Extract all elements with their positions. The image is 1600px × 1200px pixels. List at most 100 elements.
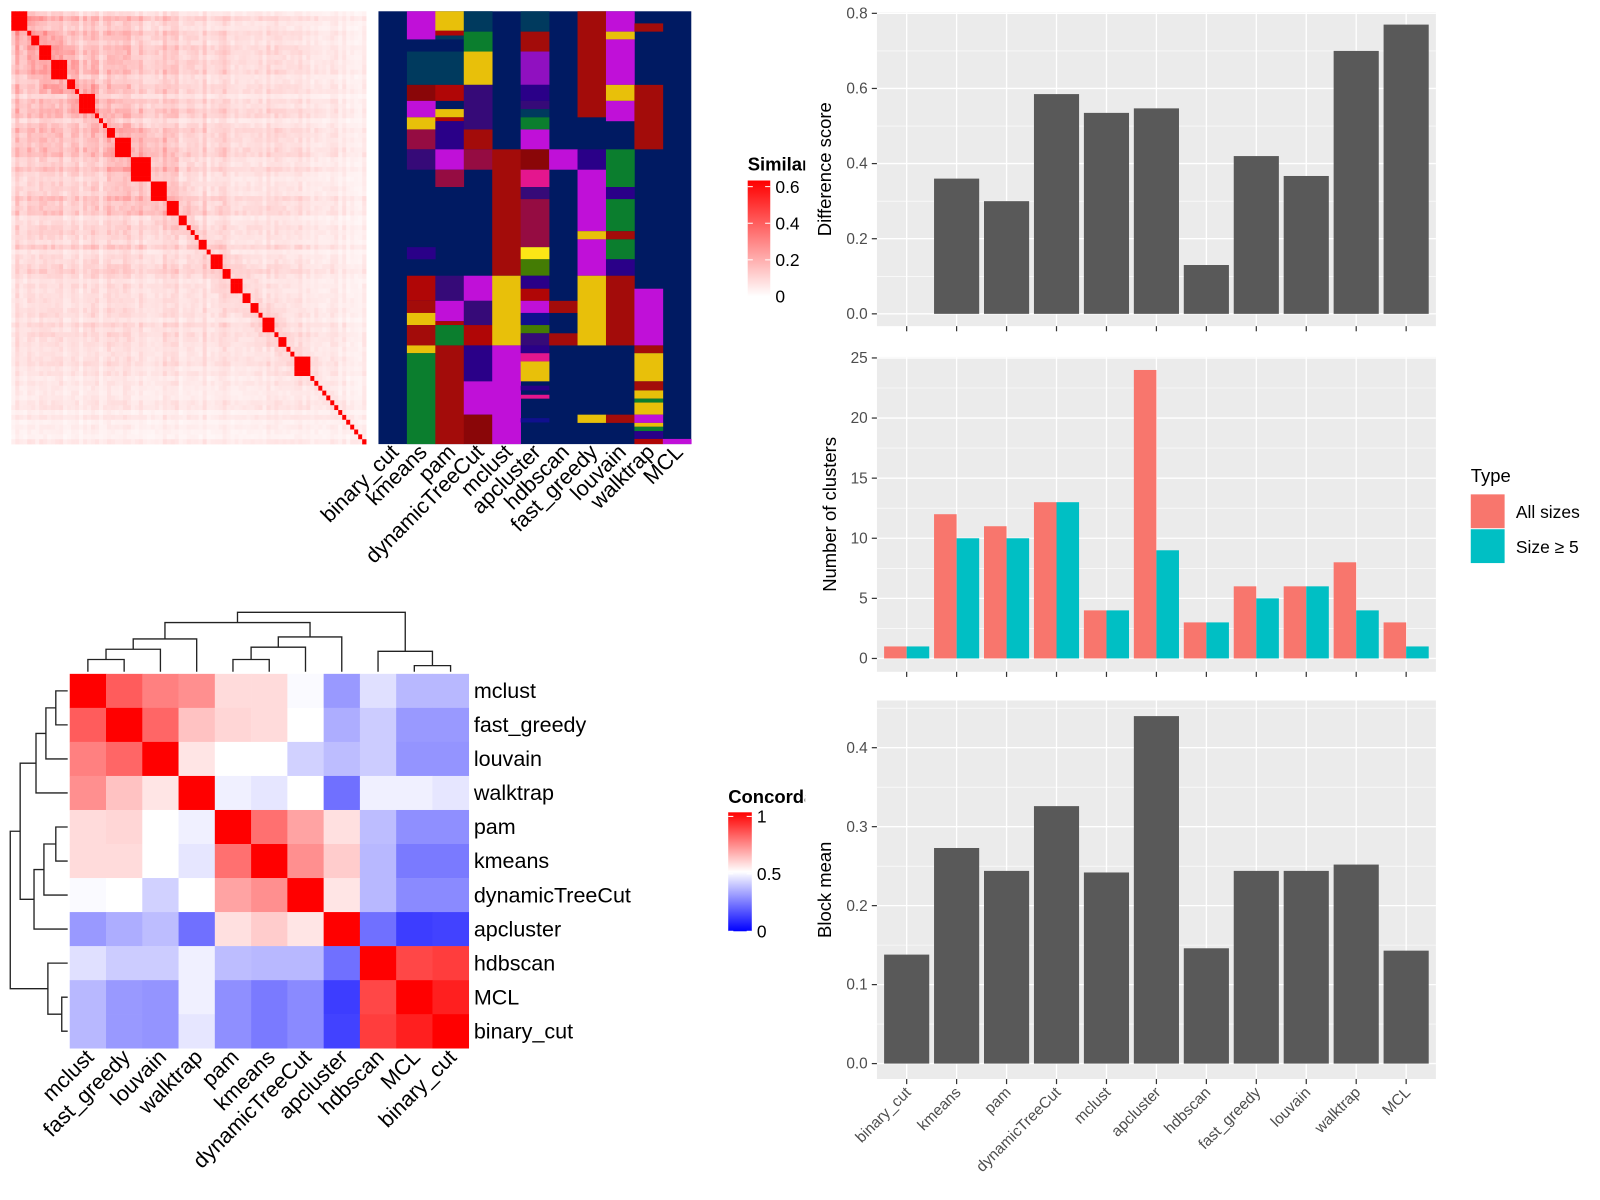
similarity-cell <box>278 108 283 114</box>
similarity-cell <box>334 79 339 85</box>
similarity-cell <box>166 45 172 51</box>
similarity-cell <box>19 259 24 265</box>
similarity-cell <box>258 259 263 265</box>
similarity-cell <box>67 142 72 148</box>
similarity-cell <box>67 273 72 280</box>
similarity-cell <box>350 128 355 134</box>
similarity-cell <box>234 16 239 22</box>
similarity-cell <box>63 89 68 95</box>
similarity-cell <box>122 108 128 114</box>
similarity-cell <box>254 79 259 85</box>
similarity-cell <box>362 157 367 163</box>
similarity-cell <box>55 59 60 66</box>
similarity-cell <box>286 84 291 90</box>
similarity-cell <box>290 137 295 143</box>
similarity-cell <box>102 200 108 207</box>
similarity-cell <box>334 113 339 119</box>
similarity-cell <box>83 84 88 90</box>
similarity-cell <box>214 181 219 187</box>
similarity-cell <box>110 269 116 275</box>
similarity-cell <box>318 25 323 32</box>
similarity-cell <box>182 234 188 241</box>
similarity-cell <box>286 176 291 182</box>
similarity-cell <box>254 64 259 70</box>
similarity-cell <box>166 254 172 260</box>
similarity-cell <box>27 157 32 163</box>
similarity-cell <box>210 162 215 168</box>
similarity-cell <box>290 249 295 255</box>
similarity-cell <box>150 249 156 255</box>
similarity-cell <box>15 239 20 246</box>
similarity-cell <box>130 152 136 158</box>
similarity-cell <box>75 147 80 153</box>
similarity-cell <box>358 93 363 100</box>
similarity-cell <box>134 30 140 36</box>
similarity-cell <box>326 132 331 139</box>
similarity-cell <box>198 166 203 173</box>
similarity-cell <box>290 278 295 284</box>
similarity-cell <box>47 128 52 134</box>
similarity-cell <box>87 108 92 114</box>
similarity-cell <box>234 103 239 109</box>
similarity-cell <box>238 69 243 75</box>
similarity-cell <box>230 210 235 216</box>
similarity-cell <box>95 162 100 168</box>
similarity-cell <box>206 259 211 265</box>
similarity-cell <box>334 103 339 109</box>
similarity-cell <box>99 137 104 143</box>
similarity-cell <box>274 45 279 51</box>
similarity-cell <box>258 128 263 134</box>
similarity-cell <box>302 269 307 275</box>
similarity-cell <box>55 269 60 275</box>
similarity-cell <box>83 162 88 168</box>
similarity-cell <box>350 50 355 56</box>
similarity-cell <box>274 21 279 27</box>
similarity-cell <box>102 273 108 280</box>
similarity-cell <box>47 196 52 202</box>
similarity-cell <box>71 225 76 231</box>
similarity-cell <box>118 166 124 173</box>
similarity-cell <box>87 176 92 182</box>
similarity-cell <box>79 200 84 207</box>
similarity-cell <box>278 79 283 85</box>
similarity-cell <box>214 220 219 226</box>
similarity-cell <box>91 171 96 177</box>
similarity-cell <box>270 264 275 270</box>
similarity-cell <box>162 50 168 56</box>
similarity-cell <box>202 40 207 46</box>
similarity-cell <box>190 113 196 119</box>
similarity-cell <box>334 35 339 41</box>
similarity-cell <box>75 259 80 265</box>
similarity-cell <box>170 191 176 197</box>
similarity-cell <box>314 191 319 197</box>
similarity-cell <box>222 254 227 260</box>
similarity-cell <box>166 269 172 275</box>
similarity-cell <box>106 142 112 148</box>
similarity-cell <box>242 215 247 221</box>
similarity-cell <box>230 113 235 119</box>
similarity-cell <box>298 157 303 163</box>
similarity-cell <box>83 11 88 17</box>
similarity-cell <box>75 244 80 250</box>
similarity-cell <box>154 132 160 139</box>
similarity-cell <box>314 273 319 280</box>
similarity-cell <box>234 113 239 119</box>
similarity-cell <box>274 142 279 148</box>
similarity-cell <box>166 50 172 56</box>
similarity-cell <box>106 74 112 80</box>
similarity-cell <box>306 254 311 260</box>
similarity-cell <box>198 55 203 61</box>
similarity-cell <box>110 171 116 177</box>
similarity-cell <box>126 196 132 202</box>
similarity-cell <box>210 137 215 143</box>
similarity-cell <box>71 123 76 129</box>
similarity-cell <box>258 200 263 207</box>
similarity-cell <box>130 98 136 104</box>
similarity-cell <box>154 157 160 163</box>
similarity-cell <box>226 142 231 148</box>
similarity-cell <box>178 35 184 41</box>
similarity-cell <box>286 128 291 134</box>
similarity-cell <box>262 152 267 158</box>
similarity-cell <box>262 98 267 104</box>
similarity-cell <box>134 40 140 46</box>
